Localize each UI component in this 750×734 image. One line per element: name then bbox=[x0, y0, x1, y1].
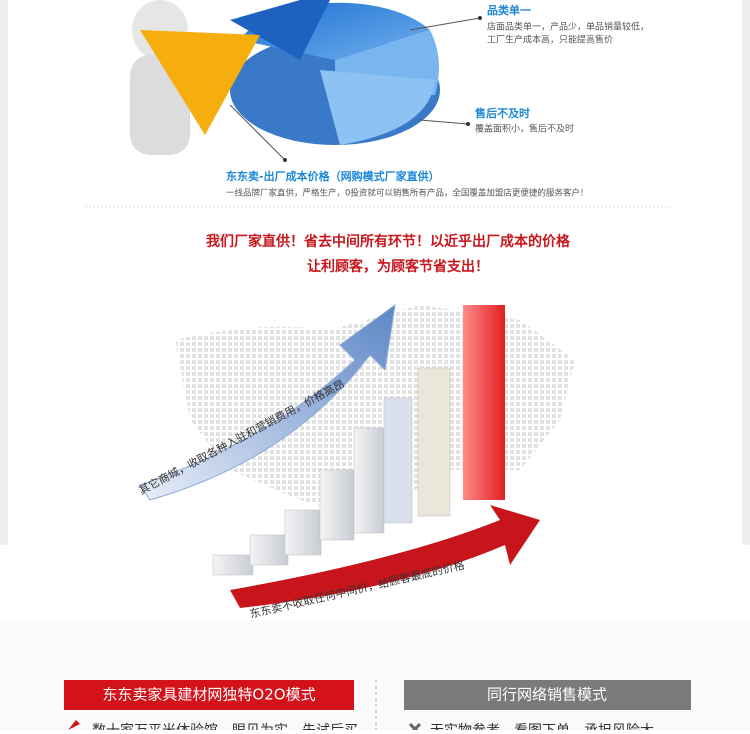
compare-title: 同行网络销售模式 bbox=[487, 686, 607, 704]
point-title: 品类单一 bbox=[487, 3, 531, 17]
compare-item: 数十家万平米体验馆，眼见为实，先试后买 bbox=[92, 722, 358, 730]
main-desc: 一线品牌厂家直供，严格生产，0投资就可以销售所有产品，全国覆盖加盟店更便捷的服务… bbox=[226, 188, 588, 199]
side-border bbox=[0, 0, 8, 545]
compare-item: 无实物参考，看图下单，承担风险大 bbox=[430, 722, 654, 730]
growth-illustration bbox=[139, 303, 575, 608]
point-text: 店面品类单一，产品少，单品销量较低， bbox=[487, 21, 649, 33]
compare-header bbox=[64, 680, 354, 710]
compare-title: 东东卖家具建材网独特O2O模式 bbox=[102, 686, 315, 704]
slogan: 我们厂家直供！省去中间所有环节！以近乎出厂成本的价格 bbox=[206, 233, 571, 250]
point-text: 工厂生产成本高，只能提高售价 bbox=[487, 34, 613, 46]
point-text: 覆盖面积小，售后不及时 bbox=[475, 123, 574, 135]
point-title: 售后不及时 bbox=[474, 106, 530, 120]
pointer bbox=[419, 119, 469, 125]
slogan: 让利顾客，为顾客节省支出！ bbox=[307, 258, 489, 275]
bottom-band bbox=[0, 620, 750, 730]
pointer bbox=[229, 104, 286, 161]
pointer bbox=[409, 17, 481, 31]
pie-illustration bbox=[130, 0, 482, 162]
main-title: 东东卖-出厂成本价格（网购模式厂家直供） bbox=[226, 169, 440, 183]
check-icon bbox=[68, 720, 80, 730]
side-border bbox=[742, 0, 750, 545]
compare-header bbox=[404, 680, 691, 710]
